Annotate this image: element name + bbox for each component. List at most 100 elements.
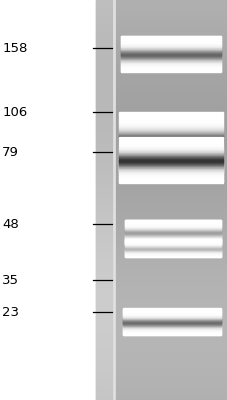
Bar <box>95 282 114 284</box>
Bar <box>125 248 220 249</box>
Bar <box>114 98 227 100</box>
Bar <box>114 352 227 354</box>
Bar <box>114 270 227 272</box>
Bar <box>118 114 222 116</box>
Bar <box>123 333 220 334</box>
Bar <box>118 150 222 151</box>
Bar <box>114 282 227 284</box>
Bar <box>120 46 220 48</box>
Bar <box>120 62 220 63</box>
Bar <box>120 71 220 72</box>
Bar <box>95 66 114 68</box>
Bar <box>114 344 227 346</box>
Bar <box>125 251 220 252</box>
Bar <box>95 200 114 202</box>
Bar <box>114 398 227 400</box>
Bar <box>118 141 222 142</box>
Bar <box>95 4 114 6</box>
Bar <box>114 228 227 230</box>
Bar <box>118 122 222 123</box>
Bar <box>125 235 220 236</box>
Bar <box>114 296 227 298</box>
Bar <box>114 382 227 384</box>
Bar <box>95 306 114 308</box>
Bar <box>114 376 227 378</box>
Bar <box>118 172 222 174</box>
Bar <box>95 172 114 174</box>
Bar <box>123 329 220 330</box>
Bar <box>118 112 222 113</box>
Bar <box>123 310 220 312</box>
Bar <box>95 108 114 110</box>
Bar <box>114 192 227 194</box>
Bar <box>95 24 114 26</box>
Bar <box>123 324 220 325</box>
Bar <box>125 244 220 245</box>
Bar <box>114 366 227 368</box>
Bar <box>118 150 222 152</box>
Bar <box>125 239 220 240</box>
Bar <box>123 320 220 321</box>
Bar <box>114 148 227 150</box>
Bar <box>114 106 227 108</box>
Bar <box>114 0 227 400</box>
Bar <box>118 166 222 168</box>
Bar <box>114 80 227 82</box>
Bar <box>118 145 222 146</box>
Bar <box>118 158 222 159</box>
Bar <box>114 48 227 50</box>
Bar <box>95 346 114 348</box>
Bar <box>125 242 220 243</box>
Bar <box>95 312 114 314</box>
Bar <box>120 54 220 55</box>
Bar <box>118 147 222 148</box>
Bar <box>95 320 114 322</box>
Bar <box>114 224 227 226</box>
Bar <box>114 196 227 198</box>
Bar <box>114 2 227 4</box>
Text: 23: 23 <box>2 306 19 318</box>
Bar <box>120 43 220 44</box>
Bar <box>95 132 114 134</box>
Bar <box>114 62 227 64</box>
Bar <box>125 236 220 237</box>
Bar <box>114 38 227 40</box>
Bar <box>95 158 114 160</box>
Bar <box>95 102 114 104</box>
Bar <box>95 332 114 334</box>
Bar <box>114 128 227 130</box>
Bar <box>95 76 114 78</box>
Bar <box>125 241 220 242</box>
Bar <box>118 158 222 159</box>
Bar <box>118 165 222 166</box>
Bar <box>114 262 227 264</box>
Bar <box>114 210 227 212</box>
Bar <box>118 159 222 160</box>
Bar <box>118 160 222 161</box>
Bar <box>114 74 227 76</box>
Bar <box>95 182 114 184</box>
Bar <box>114 84 227 86</box>
Bar <box>114 294 227 296</box>
Bar <box>125 221 220 222</box>
Bar <box>123 326 220 327</box>
Bar <box>95 336 114 338</box>
Bar <box>118 161 222 162</box>
Bar <box>120 53 220 54</box>
Bar <box>118 160 222 162</box>
Bar <box>118 139 222 140</box>
Bar <box>114 78 227 80</box>
Bar <box>95 72 114 74</box>
Bar <box>114 42 227 44</box>
Bar <box>95 348 114 350</box>
Bar <box>95 130 114 132</box>
Bar <box>118 144 222 145</box>
Bar <box>95 34 114 36</box>
Bar <box>95 164 114 166</box>
Text: 106: 106 <box>2 106 27 118</box>
Bar <box>114 298 227 300</box>
Bar <box>118 114 222 115</box>
Bar <box>123 308 220 309</box>
Bar <box>114 310 227 312</box>
Bar <box>95 366 114 368</box>
